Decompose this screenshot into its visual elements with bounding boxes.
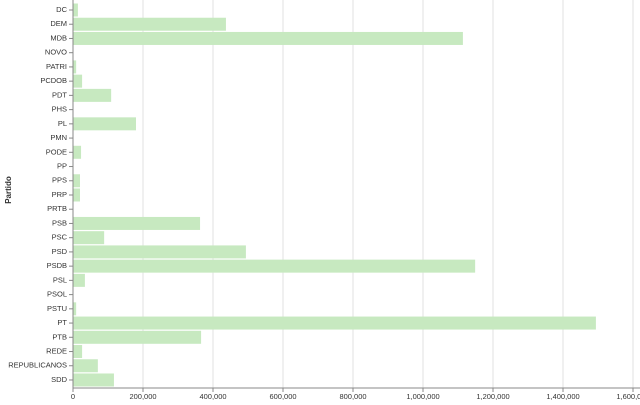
- x-tick-label: 0: [71, 392, 75, 400]
- x-tick-label: 1,000,000: [406, 392, 439, 400]
- bar: [73, 259, 476, 273]
- y-tick-label: PPS: [52, 176, 67, 185]
- bar: [73, 117, 136, 131]
- y-tick-label: PSTU: [47, 304, 67, 313]
- bar: [73, 359, 98, 373]
- bar: [73, 302, 77, 316]
- bar: [73, 316, 596, 330]
- bar: [73, 174, 80, 188]
- y-tick-label: NOVO: [45, 48, 67, 57]
- bar: [73, 60, 77, 74]
- y-tick-label: PODE: [46, 147, 67, 156]
- y-tick-label: PL: [58, 119, 67, 128]
- y-tick-label: PATRI: [46, 62, 67, 71]
- bar: [73, 74, 83, 88]
- y-tick-label: PSB: [52, 218, 67, 227]
- x-tick-label: 1,400,000: [546, 392, 579, 400]
- y-tick-label: PSC: [52, 233, 68, 242]
- bar: [73, 216, 201, 230]
- y-tick-label: PSOL: [47, 290, 67, 299]
- y-tick-label: PHS: [52, 105, 67, 114]
- bar: [73, 231, 105, 245]
- bar: [73, 145, 82, 159]
- y-tick-label: SDD: [51, 375, 67, 384]
- y-tick-label: PSDB: [47, 261, 67, 270]
- y-tick-label: DEM: [50, 19, 67, 28]
- y-tick-label: PCDOB: [40, 76, 67, 85]
- x-tick-label: 600,000: [269, 392, 296, 400]
- y-tick-label: PDT: [52, 90, 67, 99]
- bar: [73, 3, 78, 17]
- x-tick-label: 800,000: [339, 392, 366, 400]
- x-tick-label: 200,000: [129, 392, 156, 400]
- y-tick-label: PSD: [52, 247, 68, 256]
- bar: [73, 273, 85, 287]
- y-tick-label: REDE: [46, 347, 67, 356]
- y-tick-label: PMN: [50, 133, 67, 142]
- y-tick-label: PRP: [52, 190, 67, 199]
- bar: [73, 245, 246, 259]
- y-tick-label: REPUBLICANOS: [8, 361, 67, 370]
- x-tick-label: 1,200,000: [476, 392, 509, 400]
- y-tick-label: PT: [57, 318, 67, 327]
- bar: [73, 88, 112, 102]
- bar: [73, 31, 463, 45]
- bar: [73, 373, 114, 387]
- y-tick-label: MDB: [50, 33, 67, 42]
- x-tick-label: 1,600,000: [616, 392, 640, 400]
- x-tick-label: 400,000: [199, 392, 226, 400]
- y-tick-label: PP: [57, 162, 67, 171]
- bar: [73, 188, 80, 202]
- bar: [73, 345, 83, 359]
- y-axis-title: Partido: [4, 176, 13, 204]
- y-tick-label: PSL: [53, 275, 67, 284]
- bar: [73, 330, 202, 344]
- y-tick-label: DC: [56, 5, 67, 14]
- bar: [73, 17, 226, 31]
- y-tick-label: PTB: [52, 332, 67, 341]
- y-tick-label: PRTB: [47, 204, 67, 213]
